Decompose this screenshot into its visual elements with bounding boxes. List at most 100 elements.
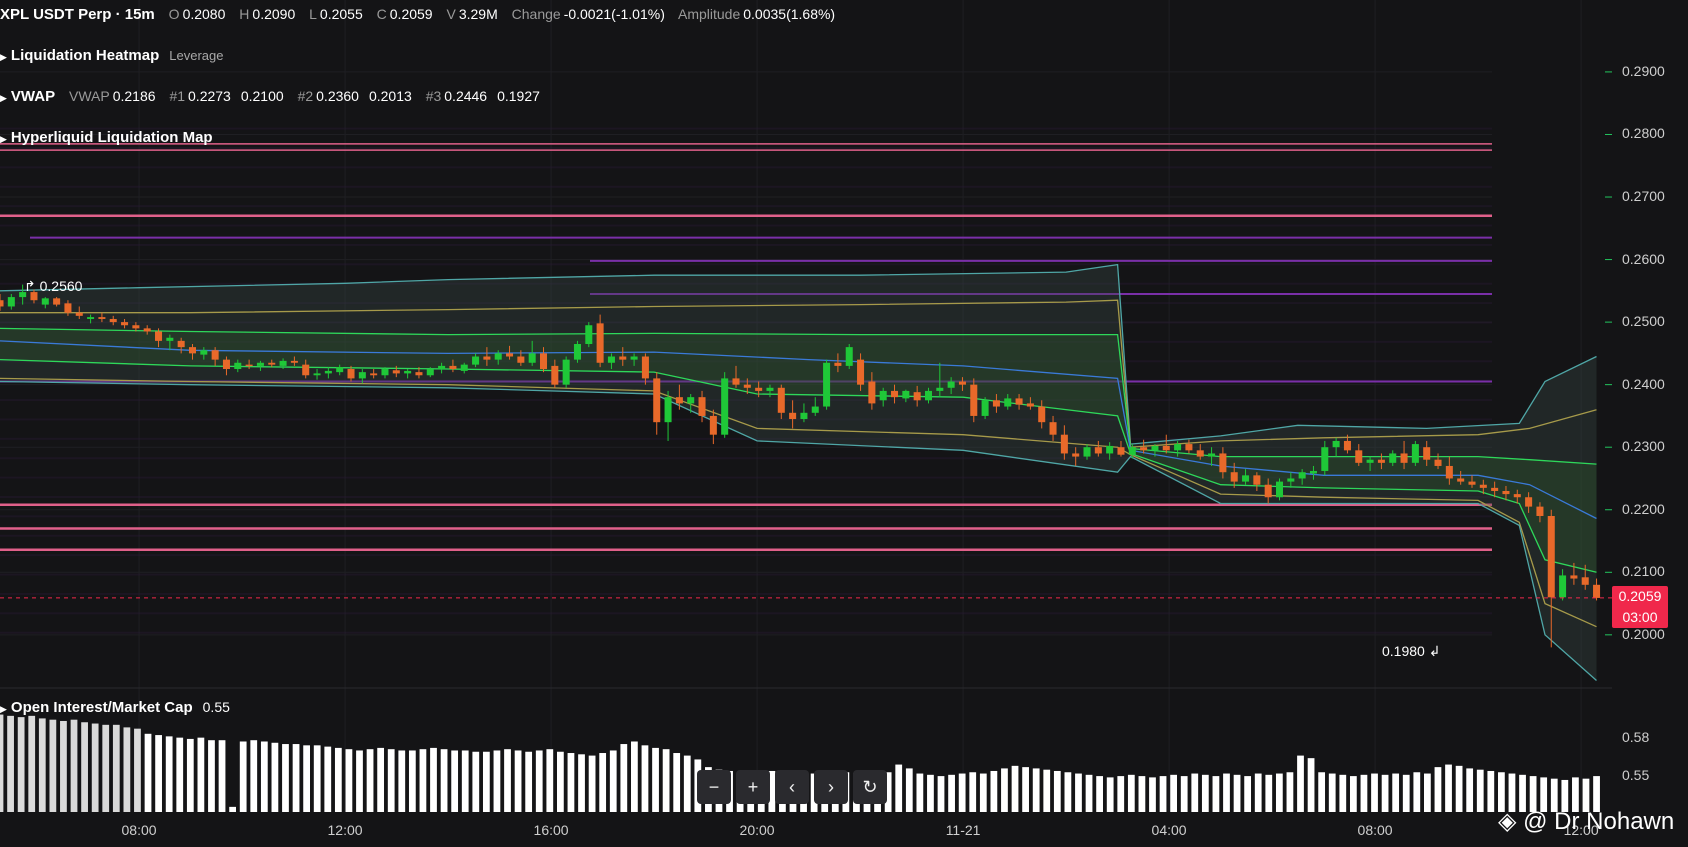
candle-body [857,359,865,385]
oi-bar [1476,769,1484,812]
candle-body [1185,444,1193,451]
reset-chart-button[interactable]: ↻ [853,770,887,804]
candle-body [823,362,831,407]
oi-bar [504,749,511,812]
oi-bar [1106,777,1114,812]
heatmap-stripe [0,360,1492,363]
candle-body [766,387,774,391]
chart-grid [0,0,1582,812]
candle-body [1525,497,1533,507]
candle-body [1513,494,1521,498]
scroll-right-button[interactable]: › [814,770,848,804]
oi-bar [641,745,649,812]
time-tick-label: 20:00 [739,822,775,838]
oi-bar [28,715,36,812]
candle-body [1287,478,1295,482]
price-tick-label: 0.2900 [1622,62,1665,79]
indicator-hyperliquid[interactable]: ▶ Hyperliquid Liquidation Map [0,129,213,146]
zoom-in-button[interactable]: + [736,770,770,804]
indicator-vwap[interactable]: ▶ VWAP VWAP 0.2186 #1 0.2273 0.2100 #2 0.2360… [0,88,540,105]
oi-bar [345,749,353,812]
heatmap-stripe [0,631,1492,634]
oi-bar [1318,772,1326,812]
time-tick-label: 08:00 [121,822,157,838]
candle-body [449,365,457,370]
heatmap-stripe [0,457,1492,460]
heatmap-stripe [0,476,1492,479]
candle-body [879,390,887,401]
candle-body [743,384,751,388]
oi-bar [334,747,342,812]
oi-tick-label: 0.55 [1622,767,1650,784]
open-value: 0.2080 [182,6,226,22]
collapse-triangle-icon[interactable]: ▶ [0,704,7,714]
candle-body [1275,481,1284,498]
candle-body [947,381,955,388]
volume-value: 3.29M [458,6,498,22]
price-tick-label: 0.2500 [1622,313,1665,330]
candle-body [1332,440,1340,448]
candle-body [1026,403,1034,407]
oi-bar [123,727,131,812]
oi-bar [556,751,564,812]
chart-controls: − + ‹ › ↻ [697,770,887,804]
candle-body [1128,447,1136,455]
collapse-triangle-icon[interactable]: ▶ [0,134,7,144]
oi-bar [1180,776,1188,812]
candle-body [1434,459,1442,466]
candle-body [755,387,763,391]
oi-bar [430,747,437,812]
candle-body [1536,506,1544,516]
high-annotation: ↱ 0.2560 [24,278,83,294]
refresh-icon: ↻ [862,776,878,797]
candle-body [924,390,932,401]
candle-body [1151,445,1159,451]
oi-bar [472,751,480,812]
oi-bar [7,715,14,812]
candle-body [19,292,27,298]
candle-body [811,406,819,413]
price-axis-ticks [1605,71,1612,636]
oi-bar [440,749,448,812]
candle-body [709,415,717,435]
oi-bar [1159,776,1167,812]
oi-bar [1371,773,1378,812]
price-tick-label: 0.2400 [1622,375,1665,392]
oi-bar [387,749,395,812]
oi-bar [70,719,78,812]
candle-body [1072,453,1080,457]
close-value: 0.2059 [389,6,433,22]
candle-body [109,318,117,323]
collapse-triangle-icon[interactable]: ▶ [0,52,7,62]
candle-body [1479,484,1487,488]
oi-bar [1550,778,1558,812]
oi-bar [937,776,945,812]
candle-body [698,397,706,416]
price-tick-label: 0.2300 [1622,438,1665,455]
collapse-triangle-icon[interactable]: ▶ [0,93,7,103]
candle-body [7,297,15,307]
oi-bar [1075,773,1082,812]
candle-body [913,392,921,401]
candle-body [200,350,208,355]
candle-body [1162,445,1170,451]
oi-bar [197,737,205,812]
candle-body [1593,584,1601,598]
oi-bar [419,749,427,812]
oi-bar [1233,774,1241,812]
vwap-line-upper3 [0,263,1597,445]
zoom-out-button[interactable]: − [697,770,731,804]
oi-bar [514,750,522,812]
oi-bar [683,755,691,812]
oi-bar [620,744,628,812]
indicator-heatmap[interactable]: ▶ Liquidation Heatmap Leverage [0,47,224,64]
indicator-oi[interactable]: ▶ Open Interest/Market Cap 0.55 [0,699,230,716]
low-annotation: 0.1980 ↲ [1382,643,1441,659]
time-tick-label: 11-21 [945,822,981,838]
heatmap-stripe [0,302,1492,305]
oi-bar [81,722,88,812]
oi-bar [112,724,120,812]
scroll-left-button[interactable]: ‹ [775,770,809,804]
candle-body [891,390,899,398]
